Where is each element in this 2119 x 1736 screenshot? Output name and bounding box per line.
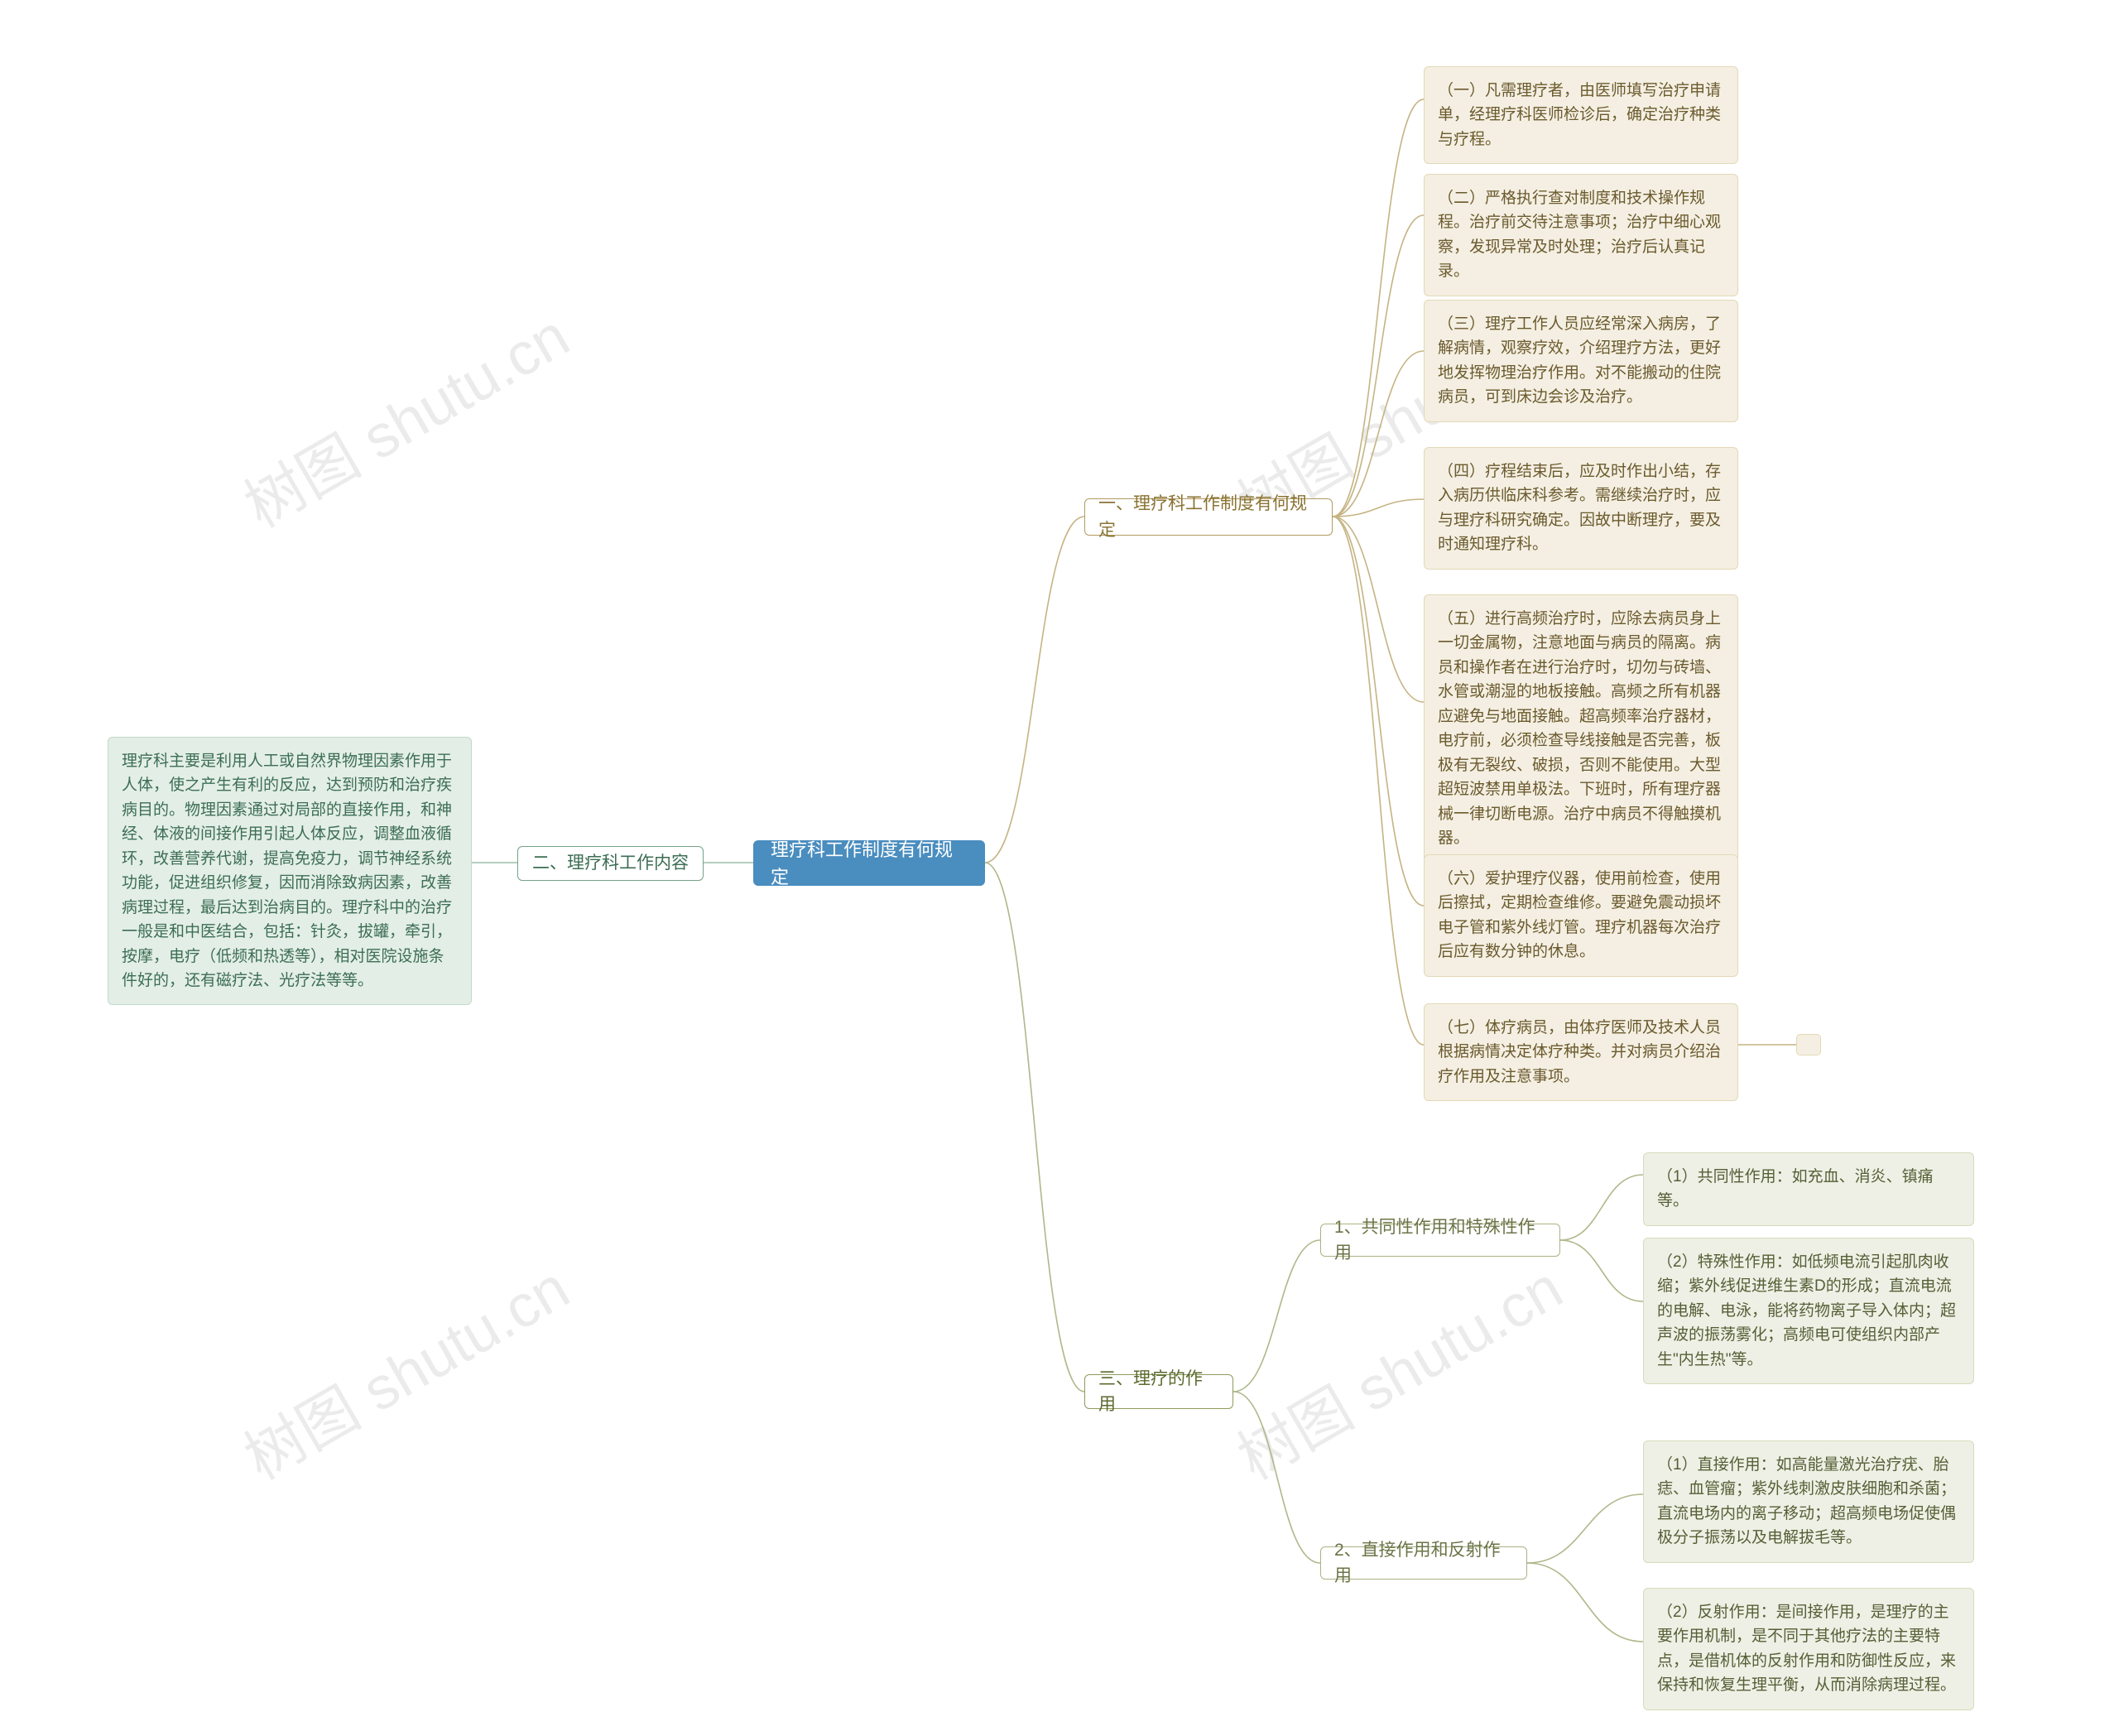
leaf-3-2-2[interactable]: （2）反射作用：是间接作用，是理疗的主要作用机制，是不同于其他疗法的主要特点，是… bbox=[1643, 1588, 1974, 1710]
leaf-1-1[interactable]: （一）凡需理疗者，由医师填写治疗申请单，经理疗科医师检诊后，确定治疗种类与疗程。 bbox=[1424, 66, 1738, 164]
leaf-3-1-1[interactable]: （1）共同性作用：如充血、消炎、镇痛等。 bbox=[1643, 1152, 1974, 1226]
leaf-1-3[interactable]: （三）理疗工作人员应经常深入病房，了解病情，观察疗效，介绍理疗方法，更好地发挥物… bbox=[1424, 300, 1738, 422]
leaf-text: （六）爱护理疗仪器，使用前检查，使用后擦拭，定期检查维修。要避免震动损坏电子管和… bbox=[1438, 867, 1724, 964]
branch-three-label: 三、理疗的作用 bbox=[1098, 1366, 1219, 1418]
leaf-text: （2）特殊性作用：如低频电流引起肌肉收缩；紫外线促进维生素D的形成；直流电流的电… bbox=[1657, 1250, 1960, 1372]
root-label: 理疗科工作制度有何规定 bbox=[771, 836, 968, 891]
branch-one[interactable]: 一、理疗科工作制度有何规定 bbox=[1084, 498, 1333, 536]
leaf-text: （五）进行高频治疗时，应除去病员身上一切金属物，注意地面与病员的隔离。病员和操作… bbox=[1438, 607, 1724, 850]
leaf-1-4[interactable]: （四）疗程结束后，应及时作出小结，存入病历供临床科参考。需继续治疗时，应与理疗科… bbox=[1424, 447, 1738, 570]
leaf-text: （1）直接作用：如高能量激光治疗疣、胎痣、血管瘤；紫外线刺激皮肤细胞和杀菌；直流… bbox=[1657, 1453, 1960, 1551]
leaf-text: （二）严格执行查对制度和技术操作规程。治疗前交待注意事项；治疗中细心观察，发现异… bbox=[1438, 186, 1724, 284]
leaf-text: （七）体疗病员，由体疗医师及技术人员根据病情决定体疗种类。并对病员介绍治疗作用及… bbox=[1438, 1016, 1724, 1089]
watermark: 树图 shutu.cn bbox=[1219, 1240, 1575, 1496]
leaf-text: （三）理疗工作人员应经常深入病房，了解病情，观察疗效，介绍理疗方法，更好地发挥物… bbox=[1438, 312, 1724, 410]
sub-3-2-label: 2、直接作用和反射作用 bbox=[1334, 1537, 1513, 1589]
branch-three[interactable]: 三、理疗的作用 bbox=[1084, 1374, 1233, 1409]
sub-3-2[interactable]: 2、直接作用和反射作用 bbox=[1320, 1546, 1527, 1580]
watermark: 树图 shutu.cn bbox=[226, 1240, 582, 1496]
leaf-1-6[interactable]: （六）爱护理疗仪器，使用前检查，使用后擦拭，定期检查维修。要避免震动损坏电子管和… bbox=[1424, 854, 1738, 977]
leaf-text: （一）凡需理疗者，由医师填写治疗申请单，经理疗科医师检诊后，确定治疗种类与疗程。 bbox=[1438, 79, 1724, 151]
leaf-1-7[interactable]: （七）体疗病员，由体疗医师及技术人员根据病情决定体疗种类。并对病员介绍治疗作用及… bbox=[1424, 1003, 1738, 1101]
branch-one-label: 一、理疗科工作制度有何规定 bbox=[1098, 491, 1319, 543]
leaf-3-1-2[interactable]: （2）特殊性作用：如低频电流引起肌肉收缩；紫外线促进维生素D的形成；直流电流的电… bbox=[1643, 1238, 1974, 1384]
sub-3-1[interactable]: 1、共同性作用和特殊性作用 bbox=[1320, 1224, 1560, 1257]
root-node[interactable]: 理疗科工作制度有何规定 bbox=[753, 840, 985, 886]
collapsed-node-icon[interactable] bbox=[1796, 1034, 1821, 1056]
leaf-text: 理疗科主要是利用人工或自然界物理因素作用于人体，使之产生有利的反应，达到预防和治… bbox=[122, 749, 458, 993]
sub-3-1-label: 1、共同性作用和特殊性作用 bbox=[1334, 1214, 1546, 1267]
leaf-1-2[interactable]: （二）严格执行查对制度和技术操作规程。治疗前交待注意事项；治疗中细心观察，发现异… bbox=[1424, 174, 1738, 296]
leaf-1-5[interactable]: （五）进行高频治疗时，应除去病员身上一切金属物，注意地面与病员的隔离。病员和操作… bbox=[1424, 594, 1738, 863]
leaf-2-1[interactable]: 理疗科主要是利用人工或自然界物理因素作用于人体，使之产生有利的反应，达到预防和治… bbox=[108, 737, 472, 1005]
watermark: 树图 shutu.cn bbox=[226, 288, 582, 544]
branch-two-label: 二、理疗科工作内容 bbox=[532, 850, 689, 877]
leaf-text: （2）反射作用：是间接作用，是理疗的主要作用机制，是不同于其他疗法的主要特点，是… bbox=[1657, 1600, 1960, 1698]
leaf-text: （1）共同性作用：如充血、消炎、镇痛等。 bbox=[1657, 1165, 1960, 1214]
leaf-3-2-1[interactable]: （1）直接作用：如高能量激光治疗疣、胎痣、血管瘤；紫外线刺激皮肤细胞和杀菌；直流… bbox=[1643, 1440, 1974, 1563]
leaf-text: （四）疗程结束后，应及时作出小结，存入病历供临床科参考。需继续治疗时，应与理疗科… bbox=[1438, 459, 1724, 557]
branch-two[interactable]: 二、理疗科工作内容 bbox=[517, 846, 704, 881]
